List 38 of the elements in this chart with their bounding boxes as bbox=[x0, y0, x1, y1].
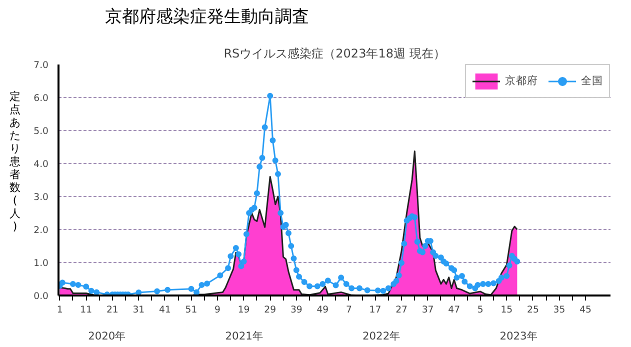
y-tick-label: 3.0 bbox=[34, 192, 49, 203]
x-tick-label: 19 bbox=[238, 304, 250, 316]
y-tick-label: 1.0 bbox=[34, 258, 49, 269]
x-tick-label: 5 bbox=[477, 304, 484, 316]
y-tick-label: 7.0 bbox=[34, 60, 49, 71]
chart-title: 京都府感染症発生動向調査 bbox=[105, 6, 309, 29]
x-tick-label: 21 bbox=[106, 304, 118, 316]
x-tick-label: 51 bbox=[185, 304, 198, 316]
x-tick-label: 9 bbox=[214, 304, 221, 316]
x-tick-label: 15 bbox=[500, 304, 513, 316]
x-tick-label: 45 bbox=[580, 304, 592, 316]
y-tick-label: 0.0 bbox=[34, 291, 49, 302]
x-tick-label: 41 bbox=[159, 304, 171, 316]
x-tick-label: 25 bbox=[527, 304, 539, 316]
text: 2023年 bbox=[500, 330, 538, 342]
text: 2022年 bbox=[362, 330, 401, 342]
y-tick-label: 6.0 bbox=[34, 93, 49, 104]
x-tick-label: 17 bbox=[369, 304, 382, 316]
x-tick-label: 7 bbox=[346, 304, 352, 316]
x-tick-label: 1 bbox=[56, 304, 63, 316]
x-tick-label: 39 bbox=[290, 304, 302, 316]
legend-label: 京都府 bbox=[505, 74, 538, 88]
y-tick-label: 5.0 bbox=[34, 126, 49, 137]
x-tick-label: 11 bbox=[80, 304, 92, 316]
y-tick-label: 2.0 bbox=[34, 225, 49, 236]
x-tick-label: 27 bbox=[396, 304, 408, 316]
text: 2021年 bbox=[225, 330, 264, 342]
x-tick-label: 31 bbox=[132, 304, 145, 316]
chart-subtitle: RSウイルス感染症（2023年18週 現在） bbox=[224, 46, 446, 60]
y-tick-label: 4.0 bbox=[34, 159, 49, 170]
text: 定点あたり患者数(人) bbox=[10, 90, 20, 233]
x-tick-label: 35 bbox=[553, 304, 566, 316]
x-tick-label: 47 bbox=[448, 304, 460, 316]
x-tick-label: 37 bbox=[422, 304, 434, 316]
text: 2020年 bbox=[88, 330, 126, 342]
legend-label: 全国 bbox=[581, 74, 603, 88]
x-tick-label: 49 bbox=[316, 304, 329, 316]
x-tick-label: 29 bbox=[264, 304, 276, 316]
